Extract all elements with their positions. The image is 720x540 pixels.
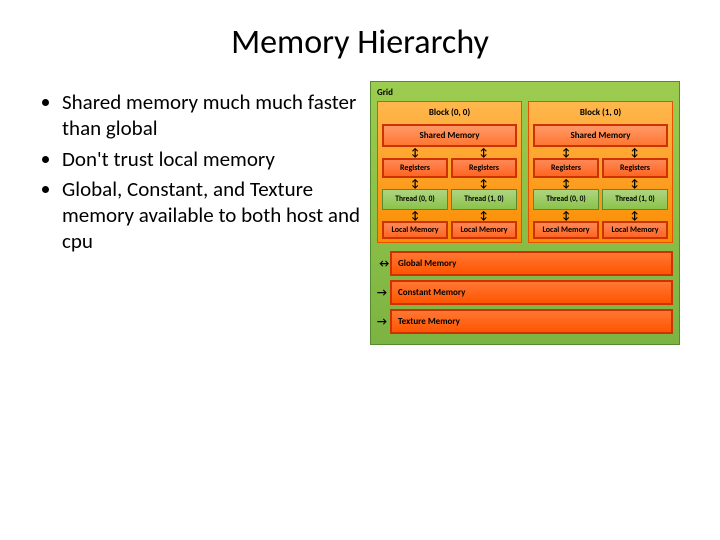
threads-row: Thread (0, 0) Thread (1, 0): [382, 189, 517, 210]
shared-memory-box: Shared Memory: [533, 124, 668, 147]
arrow-row: ↕ ↕: [532, 178, 669, 189]
block-label: Block (0, 0): [381, 105, 518, 124]
bullet-item: Global, Constant, and Texture memory ava…: [62, 176, 360, 255]
updown-arrow-icon: ↕: [480, 148, 488, 157]
texture-memory-bar: Texture Memory: [390, 309, 673, 334]
updown-arrow-icon: ↕: [480, 211, 488, 220]
right-arrow-icon: →: [377, 315, 387, 328]
updown-arrow-icon: ↕: [411, 179, 419, 188]
block-1: Block (1, 0) Shared Memory ↕ ↕ Registers…: [528, 101, 673, 243]
registers-row: Registers Registers: [382, 158, 517, 178]
arrow-row: ↕ ↕: [381, 210, 518, 221]
registers-box: Registers: [533, 158, 599, 178]
registers-box: Registers: [382, 158, 448, 178]
threads-row: Thread (0, 0) Thread (1, 0): [533, 189, 668, 210]
local-memory-box: Local Memory: [602, 221, 668, 239]
updown-arrow-icon: ↕: [562, 148, 570, 157]
constant-memory-row: → Constant Memory: [377, 280, 673, 305]
content-row: Shared memory much much faster than glob…: [0, 81, 720, 345]
local-memory-box: Local Memory: [533, 221, 599, 239]
memory-bars: ↔ Global Memory → Constant Memory → Text…: [375, 251, 675, 340]
block-label: Block (1, 0): [532, 105, 669, 124]
constant-memory-bar: Constant Memory: [390, 280, 673, 305]
local-memory-row: Local Memory Local Memory: [533, 221, 668, 239]
shared-memory-box: Shared Memory: [382, 124, 517, 147]
thread-box: Thread (0, 0): [382, 189, 448, 210]
global-memory-row: ↔ Global Memory: [377, 251, 673, 276]
thread-box: Thread (0, 0): [533, 189, 599, 210]
bullet-item: Don't trust local memory: [62, 146, 360, 172]
thread-box: Thread (1, 0): [602, 189, 668, 210]
updown-arrow-icon: ↕: [562, 179, 570, 188]
updown-arrow-icon: ↕: [480, 179, 488, 188]
texture-memory-row: → Texture Memory: [377, 309, 673, 334]
updown-arrow-icon: ↕: [631, 211, 639, 220]
blocks-row: Block (0, 0) Shared Memory ↕ ↕ Registers…: [375, 101, 675, 245]
updown-arrow-icon: ↕: [411, 148, 419, 157]
global-memory-bar: Global Memory: [390, 251, 673, 276]
arrow-row: ↕ ↕: [532, 147, 669, 158]
memory-diagram: Grid Block (0, 0) Shared Memory ↕ ↕ Regi…: [370, 81, 690, 345]
local-memory-box: Local Memory: [451, 221, 517, 239]
updown-arrow-icon: ↕: [411, 211, 419, 220]
arrow-row: ↕ ↕: [381, 178, 518, 189]
local-memory-row: Local Memory Local Memory: [382, 221, 517, 239]
bullet-item: Shared memory much much faster than glob…: [62, 89, 360, 142]
grid-box: Grid Block (0, 0) Shared Memory ↕ ↕ Regi…: [370, 81, 680, 345]
registers-box: Registers: [451, 158, 517, 178]
arrow-row: ↕ ↕: [381, 147, 518, 158]
page-title: Memory Hierarchy: [0, 0, 720, 81]
bullet-list: Shared memory much much faster than glob…: [40, 81, 360, 345]
updown-arrow-icon: ↕: [631, 148, 639, 157]
thread-box: Thread (1, 0): [451, 189, 517, 210]
arrow-row: ↕ ↕: [532, 210, 669, 221]
registers-row: Registers Registers: [533, 158, 668, 178]
registers-box: Registers: [602, 158, 668, 178]
leftright-arrow-icon: ↔: [377, 257, 387, 270]
local-memory-box: Local Memory: [382, 221, 448, 239]
updown-arrow-icon: ↕: [562, 211, 570, 220]
grid-label: Grid: [375, 86, 675, 101]
block-0: Block (0, 0) Shared Memory ↕ ↕ Registers…: [377, 101, 522, 243]
updown-arrow-icon: ↕: [631, 179, 639, 188]
right-arrow-icon: →: [377, 286, 387, 299]
